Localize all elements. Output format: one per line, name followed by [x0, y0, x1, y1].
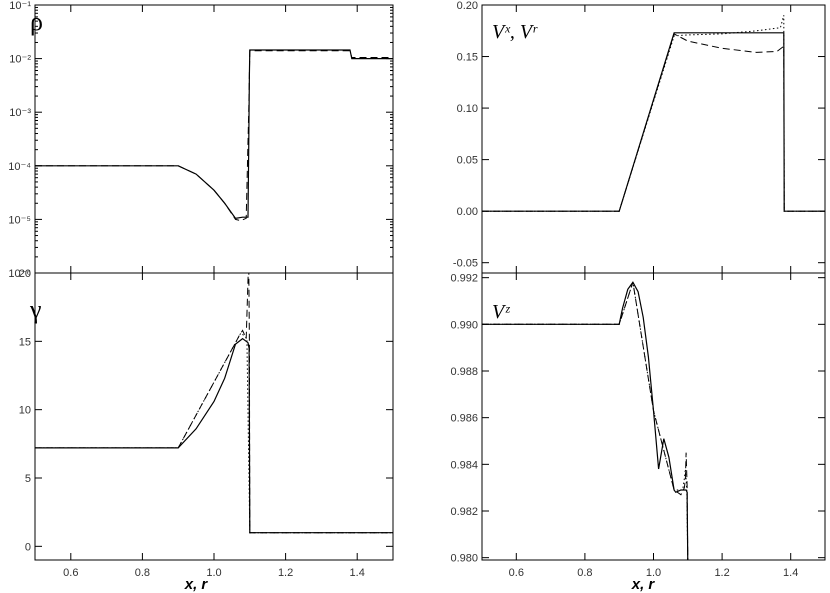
rho-ytick-label: 10⁻⁴: [8, 161, 31, 173]
rho-ytick-label: 10⁻⁶: [8, 268, 31, 280]
rho-plot-frame: [34, 4, 394, 274]
gamma-series-dotted: [35, 332, 393, 534]
vxvr-plot-frame: [481, 4, 826, 274]
gamma-xtick-label: 0.8: [135, 567, 150, 579]
x-axis-label-left: x, r: [184, 576, 209, 593]
panel-rho: 10⁻⁶ 10⁻⁵ 10⁻⁴ 10⁻³ 10⁻² 10⁻¹: [8, 0, 394, 280]
x-axis-label-right: x, r: [631, 576, 656, 593]
rho-ytick-label: 10⁻⁵: [8, 214, 31, 226]
gamma-ytick-label: 5: [25, 473, 31, 485]
vz-xtick-label: 1.4: [783, 567, 798, 579]
gamma-xtick-label: 1.0: [206, 567, 221, 579]
rho-series-solid: [35, 49, 393, 219]
gamma-xtick-label: 0.6: [63, 567, 78, 579]
gamma-xtick-label: 1.4: [350, 567, 365, 579]
vxvr-series-solid: [482, 32, 825, 212]
vz-ytick-label: 0.988: [450, 366, 478, 378]
panel-vx-vr: -0.05 0.00 0.05 0.10 0.15 0.20: [453, 0, 826, 274]
vz-panel-label: Vᶻ: [492, 301, 510, 323]
vxvr-series-dashed: [482, 33, 825, 212]
panel-gamma: 0 5 10 15 20 0.6 0.8 1.0 1.2 1.4: [19, 268, 394, 579]
vz-ytick-label: 0.980: [450, 553, 478, 565]
gamma-plot-frame: [34, 272, 394, 561]
vz-ytick-label: 0.982: [450, 506, 478, 518]
rho-series-dashed: [35, 50, 393, 222]
gamma-ytick-label: 10: [19, 405, 31, 417]
vxvr-series-dotted: [482, 15, 825, 212]
gamma-series-solid: [35, 337, 393, 534]
rho-ytick-label: 10⁻²: [9, 54, 31, 66]
vxvr-ytick-label: 0.05: [457, 155, 478, 167]
vz-ytick-label: 0.992: [450, 273, 478, 285]
vz-ytick-label: 0.990: [450, 319, 478, 331]
vz-xtick-label: 0.8: [577, 567, 592, 579]
rho-ytick-label: 10⁻¹: [9, 0, 31, 12]
vz-xtick-label: 1.0: [646, 567, 661, 579]
gamma-ytick-label: 15: [19, 336, 31, 348]
vz-series-dashed: [482, 282, 689, 560]
rho-ytick-label: 10⁻³: [9, 107, 31, 119]
gamma-ytick-label: 20: [19, 268, 31, 280]
vz-ytick-label: 0.986: [450, 413, 478, 425]
panel-vz: 0.980 0.982 0.984 0.986 0.988 0.990 0.992 0.6 0.…: [450, 272, 826, 579]
gamma-series-dashed: [35, 273, 393, 534]
vxvr-ytick-label: 0.15: [457, 52, 478, 64]
vxvr-ytick-label: 0.10: [457, 103, 478, 115]
vz-ytick-label: 0.984: [450, 459, 478, 471]
vxvr-ytick-label: -0.05: [453, 258, 478, 270]
gamma-xtick-label: 1.2: [278, 567, 293, 579]
vz-xtick-label: 0.6: [509, 567, 524, 579]
vx-vr-panel-label: Vˣ, Vʳ: [492, 21, 538, 43]
rho-panel-label: ρ: [30, 7, 43, 36]
vxvr-ytick-label: 0.00: [457, 206, 478, 218]
vz-xtick-label: 1.2: [714, 567, 729, 579]
vz-series-solid: [482, 281, 689, 560]
vxvr-ytick-label: 0.20: [457, 0, 478, 12]
gamma-ytick-label: 0: [25, 541, 31, 553]
gamma-panel-label: γ: [29, 295, 42, 324]
